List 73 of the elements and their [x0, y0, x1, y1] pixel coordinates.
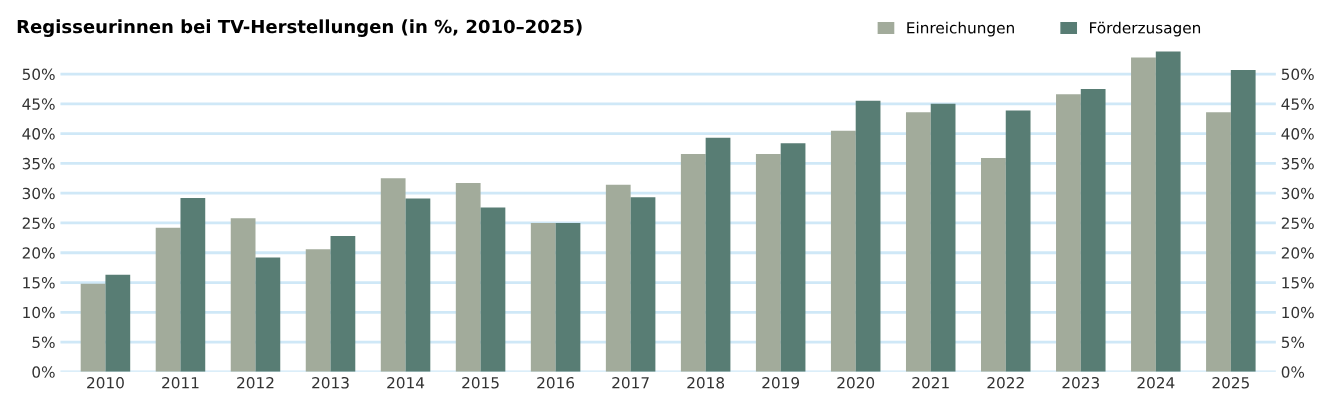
y-tick-label: 0% [32, 366, 55, 378]
bar [155, 227, 181, 372]
y2-tick-label: 5% [1281, 336, 1305, 349]
bar [630, 197, 656, 372]
x-tick-label: 2015 [462, 376, 499, 389]
x-tick-label: 2021 [912, 376, 949, 389]
y2-tick-label: 30% [1281, 187, 1314, 200]
y2-tick-label: 10% [1282, 306, 1314, 319]
y-tick-label: 5% [32, 336, 55, 349]
bar [305, 249, 331, 372]
x-tick-label: 2013 [312, 376, 349, 389]
bar [680, 153, 706, 372]
y2-tick-label: 0% [1281, 366, 1305, 378]
x-tick-label: 2022 [987, 376, 1024, 389]
bar [1131, 57, 1156, 372]
y2-tick-label: 40% [1281, 128, 1314, 140]
x-tick-label: 2018 [687, 376, 725, 389]
x-tick-label: 2016 [537, 376, 575, 389]
y2-tick-label: 25% [1281, 217, 1314, 229]
legend-label: Förderzusagen [1090, 21, 1201, 37]
bar [530, 222, 556, 372]
y2-tick-label: 50% [1281, 68, 1314, 81]
y2-tick-label: 15% [1282, 276, 1314, 289]
y-tick-label: 20% [22, 247, 55, 259]
bar [930, 103, 956, 372]
bar [855, 100, 881, 372]
bar [105, 274, 131, 372]
y-tick-label: 10% [23, 306, 55, 319]
x-tick-label: 2014 [387, 376, 425, 389]
bar [180, 197, 206, 372]
bar [1005, 110, 1031, 372]
bar [981, 158, 1006, 372]
x-tick-label: 2011 [162, 376, 199, 389]
bar [555, 222, 581, 372]
x-tick-label: 2010 [87, 376, 124, 389]
bar [1056, 94, 1081, 372]
x-tick-label: 2023 [1062, 376, 1099, 389]
y-tick-label: 40% [22, 128, 55, 140]
bar [480, 207, 506, 372]
bar [605, 184, 631, 372]
y-tick-label: 25% [22, 217, 55, 229]
bar [755, 153, 781, 372]
bar [80, 283, 106, 372]
y-tick-label: 30% [22, 187, 55, 200]
y-tick-label: 45% [22, 98, 55, 110]
bar [405, 198, 431, 372]
bar [330, 236, 356, 372]
x-tick-label: 2020 [837, 376, 875, 389]
x-tick-label: 2024 [1137, 376, 1175, 389]
y2-tick-label: 35% [1281, 157, 1314, 170]
y2-tick-label: 45% [1281, 98, 1314, 110]
x-tick-label: 2019 [762, 376, 800, 389]
bar [905, 112, 931, 372]
y-tick-label: 50% [22, 68, 55, 81]
bar [255, 257, 281, 372]
y-tick-label: 35% [22, 157, 55, 170]
bar [830, 130, 856, 372]
chart-title: Regisseurinnen bei TV-Herstellungen (in %, 2010–2025) [17, 19, 582, 37]
y2-tick-label: 20% [1281, 247, 1314, 259]
x-tick-label: 2012 [237, 376, 274, 389]
bar [705, 137, 731, 372]
bar [1080, 88, 1106, 372]
legend-label: Einreichungen [907, 21, 1014, 37]
bar [1230, 69, 1256, 372]
bar [780, 143, 806, 372]
x-tick-label: 2025 [1212, 376, 1249, 389]
bar [455, 183, 481, 372]
y-tick-label: 15% [23, 276, 55, 289]
bar [230, 218, 256, 372]
x-tick-label: 2017 [612, 376, 649, 389]
bar [1206, 112, 1231, 372]
bar [380, 178, 406, 372]
bar [1155, 51, 1181, 372]
